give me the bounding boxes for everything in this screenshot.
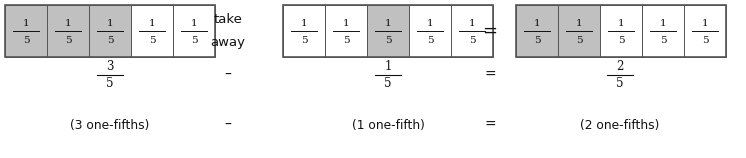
Text: =: = bbox=[484, 118, 496, 132]
Bar bbox=[5, 5, 215, 57]
Text: 1: 1 bbox=[384, 60, 392, 73]
Bar bbox=[451, 5, 493, 57]
Bar bbox=[516, 5, 726, 57]
Text: =: = bbox=[483, 22, 498, 40]
Text: 1: 1 bbox=[107, 19, 113, 28]
Bar bbox=[173, 5, 215, 57]
Text: 5: 5 bbox=[106, 78, 113, 91]
Text: 2: 2 bbox=[616, 60, 624, 73]
Text: away: away bbox=[210, 36, 245, 49]
Bar bbox=[367, 5, 409, 57]
Text: 5: 5 bbox=[616, 78, 624, 91]
Bar bbox=[684, 5, 726, 57]
Text: 1: 1 bbox=[301, 19, 307, 28]
Bar bbox=[325, 5, 367, 57]
Text: 5: 5 bbox=[385, 36, 392, 45]
Text: 1: 1 bbox=[65, 19, 72, 28]
Text: 5: 5 bbox=[191, 36, 197, 45]
Text: 1: 1 bbox=[385, 19, 392, 28]
Text: 1: 1 bbox=[427, 19, 433, 28]
Bar bbox=[89, 5, 131, 57]
Text: 5: 5 bbox=[533, 36, 540, 45]
Bar bbox=[516, 5, 558, 57]
Text: 5: 5 bbox=[384, 78, 392, 91]
Text: 1: 1 bbox=[618, 19, 624, 28]
Text: 1: 1 bbox=[659, 19, 666, 28]
Text: 1: 1 bbox=[148, 19, 155, 28]
Bar bbox=[409, 5, 451, 57]
Text: 5: 5 bbox=[618, 36, 624, 45]
Bar bbox=[558, 5, 600, 57]
Text: 5: 5 bbox=[659, 36, 666, 45]
Text: 1: 1 bbox=[191, 19, 197, 28]
Text: take: take bbox=[213, 13, 242, 26]
Text: (2 one-fifths): (2 one-fifths) bbox=[580, 118, 659, 131]
Text: 1: 1 bbox=[702, 19, 708, 28]
Text: 5: 5 bbox=[107, 36, 113, 45]
Text: =: = bbox=[484, 68, 496, 82]
Bar bbox=[47, 5, 89, 57]
Text: 5: 5 bbox=[22, 36, 29, 45]
Bar bbox=[283, 5, 325, 57]
Text: 5: 5 bbox=[576, 36, 583, 45]
Text: 5: 5 bbox=[301, 36, 307, 45]
Text: (3 one-fifths): (3 one-fifths) bbox=[70, 118, 150, 131]
Text: –: – bbox=[225, 118, 231, 132]
Bar bbox=[131, 5, 173, 57]
Text: 1: 1 bbox=[22, 19, 29, 28]
Bar bbox=[600, 5, 642, 57]
Text: 5: 5 bbox=[702, 36, 708, 45]
Text: 1: 1 bbox=[342, 19, 349, 28]
Text: 5: 5 bbox=[468, 36, 475, 45]
Text: 5: 5 bbox=[427, 36, 433, 45]
Text: 1: 1 bbox=[533, 19, 540, 28]
Text: 5: 5 bbox=[342, 36, 349, 45]
Text: (1 one-fifth): (1 one-fifth) bbox=[351, 118, 424, 131]
Bar bbox=[642, 5, 684, 57]
Text: –: – bbox=[225, 68, 231, 82]
Bar bbox=[5, 5, 47, 57]
Text: 1: 1 bbox=[468, 19, 475, 28]
Text: 1: 1 bbox=[576, 19, 583, 28]
Text: 5: 5 bbox=[65, 36, 72, 45]
Text: 5: 5 bbox=[148, 36, 155, 45]
Bar bbox=[283, 5, 493, 57]
Text: 3: 3 bbox=[106, 60, 113, 73]
